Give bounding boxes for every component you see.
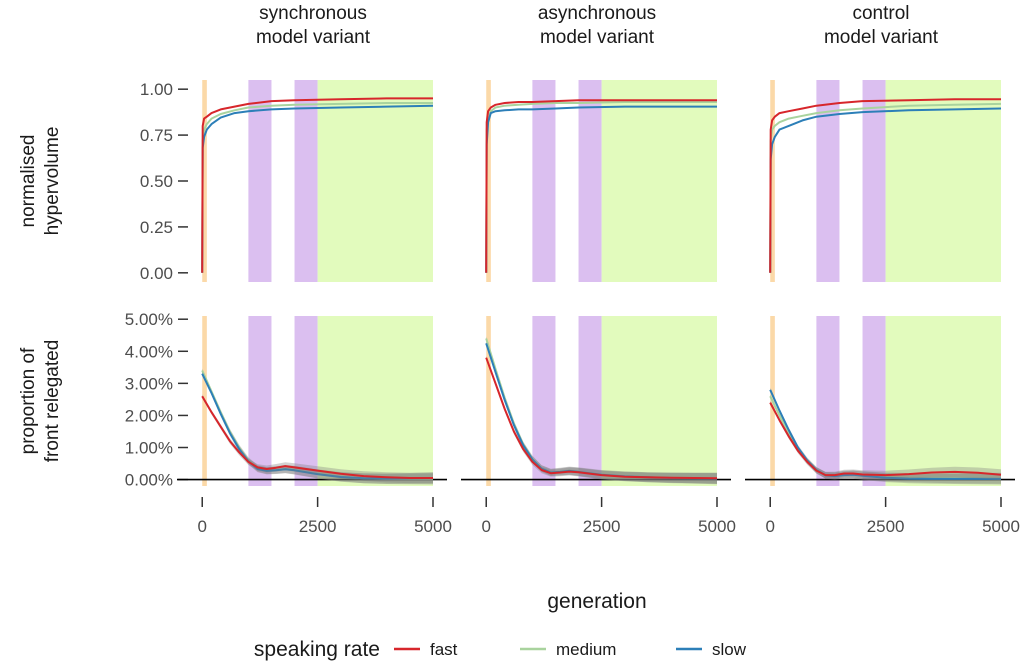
x-tick-label: 0 bbox=[197, 517, 206, 536]
series-line-fast bbox=[485, 357, 718, 480]
shaded-region bbox=[317, 80, 433, 282]
shaded-region bbox=[770, 80, 775, 282]
shaded-region bbox=[885, 316, 1001, 486]
shaded-region bbox=[486, 316, 491, 486]
x-tick-label: 5000 bbox=[698, 517, 736, 536]
shaded-region bbox=[294, 80, 318, 282]
shaded-region bbox=[885, 80, 1001, 282]
shaded-region bbox=[816, 316, 840, 486]
y-axis-title-group: proportion of front relegated bbox=[18, 340, 63, 463]
series-line-slow bbox=[485, 105, 717, 273]
y-axis-title: proportion of front relegated bbox=[18, 340, 63, 463]
y-tick-label: 4.00% bbox=[125, 342, 173, 361]
shaded-region bbox=[532, 316, 556, 486]
facet-title: asynchronous model variant bbox=[538, 3, 656, 48]
series-band-slow bbox=[770, 387, 1001, 485]
x-tick-label: 2500 bbox=[583, 517, 621, 536]
series-band-fast bbox=[202, 394, 433, 484]
shaded-region bbox=[317, 316, 433, 486]
series-line-medium bbox=[201, 102, 433, 273]
series-line-slow bbox=[201, 104, 434, 273]
legend-label-medium: medium bbox=[556, 640, 616, 659]
x-tick-label: 5000 bbox=[982, 517, 1020, 536]
y-tick-label: 2.00% bbox=[125, 406, 173, 425]
y-tick-label: 5.00% bbox=[125, 310, 173, 329]
shaded-region bbox=[486, 80, 491, 282]
x-tick-label: 0 bbox=[765, 517, 774, 536]
series-line-fast bbox=[769, 98, 1001, 273]
series-line-medium bbox=[769, 102, 1002, 273]
x-tick-label: 5000 bbox=[414, 517, 452, 536]
y-tick-label: 0.00 bbox=[140, 264, 173, 283]
y-axis-title: normalised hypervolume bbox=[18, 127, 63, 236]
series-line-fast bbox=[201, 395, 433, 479]
series-line-fast bbox=[769, 402, 1002, 477]
y-tick-label: 3.00% bbox=[125, 374, 173, 393]
series-line-slow bbox=[201, 373, 434, 480]
legend-label-slow: slow bbox=[712, 640, 747, 659]
x-tick-label: 2500 bbox=[867, 517, 905, 536]
legend-label-fast: fast bbox=[430, 640, 458, 659]
shaded-region bbox=[601, 80, 717, 282]
shaded-region bbox=[532, 80, 556, 282]
shaded-region bbox=[202, 80, 207, 282]
y-tick-label: 1.00 bbox=[140, 80, 173, 99]
shaded-region bbox=[578, 80, 602, 282]
shaded-region bbox=[248, 316, 272, 486]
y-tick-label: 0.25 bbox=[140, 218, 173, 237]
shaded-region bbox=[294, 316, 318, 486]
y-tick-label: 0.75 bbox=[140, 126, 173, 145]
shaded-region bbox=[816, 80, 840, 282]
x-axis-title: generation bbox=[547, 590, 646, 613]
shaded-region bbox=[601, 316, 717, 486]
series-line-slow bbox=[769, 107, 1002, 273]
y-tick-label: 0.00% bbox=[125, 471, 173, 490]
facet-title: synchronous model variant bbox=[256, 3, 371, 48]
y-tick-label: 0.50 bbox=[140, 172, 173, 191]
shaded-region bbox=[862, 80, 886, 282]
shaded-region bbox=[248, 80, 272, 282]
series-line-slow bbox=[769, 389, 1001, 480]
x-tick-label: 2500 bbox=[299, 517, 337, 536]
y-axis-title-group: normalised hypervolume bbox=[18, 127, 63, 236]
facet-title: control model variant bbox=[824, 3, 939, 48]
series-line-fast bbox=[201, 97, 433, 273]
shaded-region bbox=[862, 316, 886, 486]
y-tick-label: 1.00% bbox=[125, 439, 173, 458]
series-line-fast bbox=[485, 99, 717, 273]
series-band-medium bbox=[770, 394, 1001, 484]
legend-title: speaking rate bbox=[254, 638, 380, 661]
shaded-region bbox=[578, 316, 602, 486]
x-tick-label: 0 bbox=[481, 517, 490, 536]
